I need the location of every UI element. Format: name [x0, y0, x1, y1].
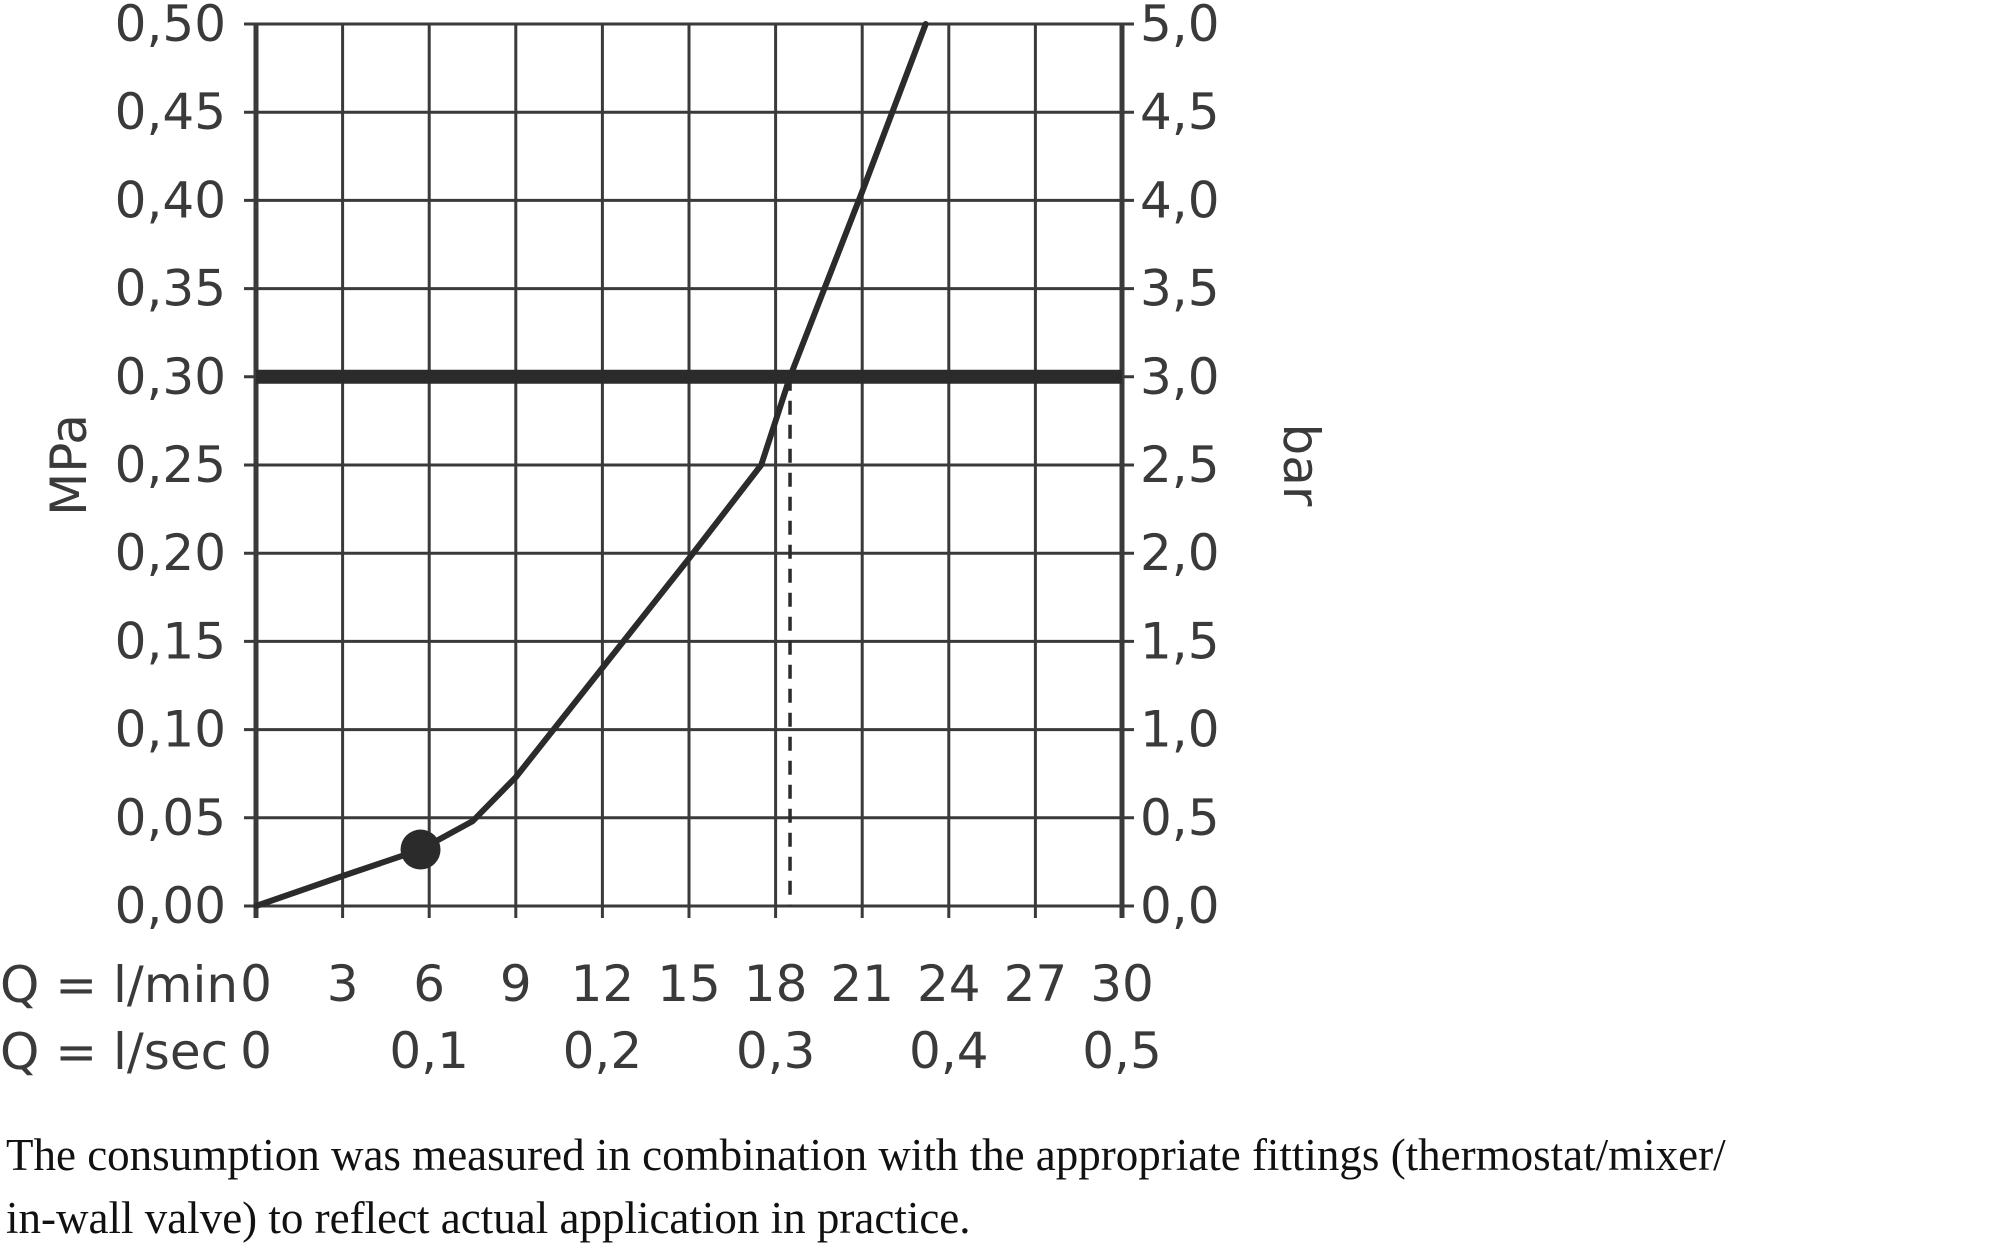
x-ticks-lmin: 0 3 6 9 12 15 18 21 24 27 30: [240, 955, 1154, 1013]
x-tick-label-lmin: 27: [1004, 955, 1068, 1013]
y-tick-label-right: 3,5: [1140, 260, 1220, 318]
marker-point: [400, 829, 441, 870]
x-axis-label-lmin: Q = l/min: [0, 956, 238, 1014]
y-tick-label-left: 0,40: [115, 171, 226, 229]
y-tick-label-right: 3,0: [1140, 348, 1220, 406]
reference-line-group: [256, 369, 1122, 906]
x-tick-label-lsec: 0,5: [1082, 1022, 1162, 1080]
y-tick-label-left: 0,35: [115, 260, 226, 318]
x-tick-label-lsec: 0,4: [909, 1022, 989, 1080]
curve-group: [253, 21, 929, 909]
x-axis-label-lsec: Q = l/sec: [0, 1023, 228, 1081]
caption-line-2: in-wall valve) to reflect actual applica…: [6, 1193, 971, 1243]
y-ticks-right: 0,0 0,5 1,0 1,5 2,0 2,5 3,0 3,5 4,0 4,5 5,0: [1140, 0, 1220, 935]
y-tick-label-left: 0,15: [115, 612, 226, 670]
x-tick-label-lmin: 24: [917, 955, 981, 1013]
y-tick-label-right: 2,0: [1140, 524, 1220, 582]
y-tick-label-right: 2,5: [1140, 436, 1220, 494]
y-tick-label-right: 1,0: [1140, 701, 1220, 759]
x-tick-label-lmin: 0: [240, 955, 272, 1013]
x-tick-label-lmin: 3: [327, 955, 359, 1013]
x-tick-label-lsec: 0,3: [736, 1022, 816, 1080]
y-tick-label-left: 0,05: [115, 789, 226, 847]
y-ticks-left: 0,00 0,05 0,10 0,15 0,20 0,25 0,30 0,35 0,40 0,45…: [115, 0, 226, 935]
y-tick-label-left: 0,30: [115, 348, 226, 406]
y-tick-label-right: 0,0: [1140, 877, 1220, 935]
flow-pressure-chart: 0,000,050,100,150,200,250,300,350,400,45…: [0, 0, 1330, 1081]
y-tick-label-right: 4,0: [1140, 171, 1220, 229]
x-tick-label-lsec: 0,1: [389, 1022, 469, 1080]
y-tick-label-left: 0,45: [115, 83, 226, 141]
x-tick-label-lsec: 0: [240, 1022, 272, 1080]
y-axis-label-bar: bar: [1272, 424, 1330, 507]
caption-line-1: The consumption was measured in combinat…: [6, 1130, 1726, 1180]
x-tick-label-lmin: 6: [413, 955, 445, 1013]
x-tick-label-lmin: 30: [1090, 955, 1154, 1013]
x-tick-label-lsec: 0,2: [563, 1022, 643, 1080]
chart-grid: [244, 22, 1134, 918]
y-axis-label-mpa: MPa: [40, 414, 98, 516]
series-line: [253, 21, 929, 909]
x-tick-label-lmin: 18: [744, 955, 808, 1013]
y-tick-label-left: 0,25: [115, 436, 226, 494]
y-tick-label-left: 0,50: [115, 0, 226, 53]
x-tick-label-lmin: 9: [500, 955, 532, 1013]
x-tick-label-lmin: 15: [657, 955, 721, 1013]
y-tick-label-right: 0,5: [1140, 789, 1220, 847]
y-tick-label-left: 0,20: [115, 524, 226, 582]
y-tick-label-left: 0,10: [115, 701, 226, 759]
y-tick-label-left: 0,00: [115, 877, 226, 935]
y-tick-label-right: 1,5: [1140, 612, 1220, 670]
y-tick-label-right: 5,0: [1140, 0, 1220, 53]
x-ticks-lsec: 0 0,1 0,2 0,3 0,4 0,5: [240, 1022, 1162, 1080]
y-tick-label-right: 4,5: [1140, 83, 1220, 141]
x-tick-label-lmin: 12: [571, 955, 635, 1013]
x-tick-label-lmin: 21: [830, 955, 894, 1013]
